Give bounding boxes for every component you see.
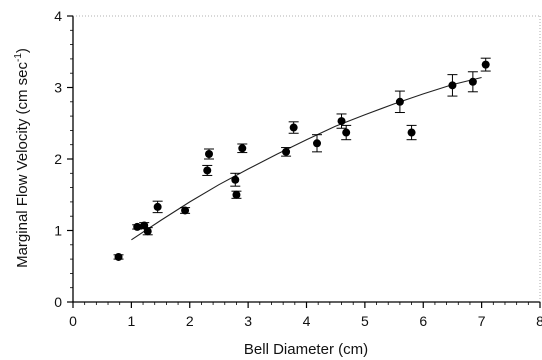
data-point	[394, 90, 405, 114]
x-tick-label: 3	[244, 313, 252, 329]
data-marker	[231, 175, 240, 184]
plot-frame	[72, 15, 541, 303]
data-point	[312, 134, 323, 153]
data-marker	[238, 144, 247, 153]
data-marker	[407, 128, 416, 137]
data-marker	[181, 206, 190, 215]
data-point	[447, 74, 458, 97]
x-tick-label: 0	[69, 313, 77, 329]
data-marker	[468, 77, 477, 86]
y-tick-label: 2	[54, 151, 62, 167]
y-axis-title-main: Marginal Flow Velocity (cm sec	[14, 62, 31, 268]
y-axis-title-close: )	[14, 48, 31, 53]
data-marker	[114, 252, 123, 261]
x-axis-title: Bell Diameter (cm)	[244, 341, 368, 358]
data-points-group	[113, 57, 491, 261]
data-point	[180, 206, 191, 215]
data-point	[341, 124, 352, 141]
data-point	[202, 164, 213, 176]
y-tick-label: 1	[54, 223, 62, 239]
data-point	[288, 121, 299, 134]
data-marker	[342, 128, 351, 137]
y-axis-ticks: 0 1 2 3 4	[54, 8, 73, 310]
data-point	[467, 71, 478, 93]
x-tick-label: 6	[419, 313, 427, 329]
y-axis-title: Marginal Flow Velocity (cm sec-1)	[13, 48, 31, 268]
y-tick-label: 3	[54, 80, 62, 96]
data-point	[281, 147, 292, 157]
data-marker	[143, 227, 152, 236]
data-point	[113, 252, 124, 261]
x-tick-label: 8	[536, 313, 542, 329]
x-axis-ticks: 0 1 2 3 4 5 6 7 8	[69, 302, 542, 329]
data-point	[237, 143, 248, 154]
y-axis-title-superscript: -1	[13, 53, 24, 62]
y-tick-label: 0	[54, 294, 62, 310]
data-marker	[282, 147, 291, 156]
data-marker	[448, 81, 457, 90]
data-point	[204, 148, 215, 160]
x-tick-label: 5	[361, 313, 369, 329]
x-tick-label: 7	[478, 313, 486, 329]
data-point	[152, 200, 163, 214]
data-point	[142, 227, 153, 236]
data-point	[231, 190, 242, 199]
data-marker	[205, 149, 214, 158]
data-point	[480, 57, 491, 72]
x-tick-label: 2	[186, 313, 194, 329]
fit-curve-line	[131, 76, 482, 241]
data-marker	[313, 139, 322, 148]
data-marker	[232, 190, 241, 199]
data-marker	[337, 117, 346, 126]
data-marker	[133, 222, 142, 231]
x-tick-label: 1	[127, 313, 135, 329]
fit-curve-group	[131, 76, 482, 241]
data-marker	[395, 97, 404, 106]
x-tick-label: 4	[303, 313, 311, 329]
data-point	[406, 124, 417, 141]
data-marker	[481, 60, 490, 69]
data-marker	[203, 166, 212, 175]
data-point	[336, 113, 347, 129]
y-tick-label: 4	[54, 8, 62, 24]
data-marker	[289, 123, 298, 132]
data-point	[230, 172, 241, 187]
data-marker	[153, 202, 162, 211]
